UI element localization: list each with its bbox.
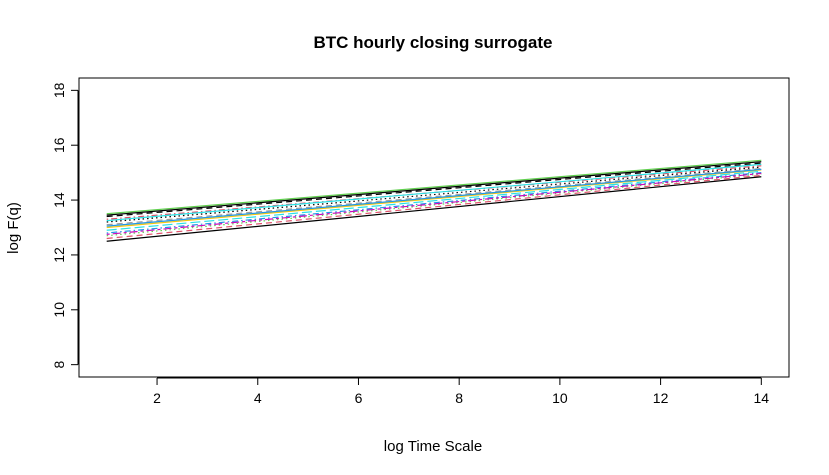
- y-tick-label: 18: [51, 82, 67, 98]
- series-line-3: [106, 173, 762, 237]
- x-tick-label: 12: [653, 390, 669, 406]
- series-line-6: [106, 172, 762, 235]
- y-axis-label: log F(q): [5, 202, 22, 254]
- y-tick-label: 16: [51, 137, 67, 153]
- series-line-15: [106, 161, 762, 216]
- series-line-8: [106, 167, 762, 226]
- plot-frame: [78, 77, 790, 378]
- series-line-11: [106, 168, 762, 227]
- series-line-7: [106, 169, 762, 229]
- x-tick-label: 2: [153, 390, 161, 406]
- x-tick-label: 10: [552, 390, 568, 406]
- series-line-4: [106, 172, 762, 234]
- series-line-14: [106, 159, 762, 215]
- y-tick-label: 14: [51, 192, 67, 208]
- y-axis: 8 10 12 14 16 18: [51, 82, 79, 369]
- y-tick-label: 10: [51, 302, 67, 318]
- series-line-5: [106, 170, 762, 231]
- x-tick-label: 8: [455, 390, 463, 406]
- x-tick-label: 14: [754, 390, 770, 406]
- chart-title: BTC hourly closing surrogate: [314, 33, 553, 52]
- series-line-9: [106, 166, 762, 223]
- x-axis: 2 4 6 8 10 12 14: [153, 377, 770, 406]
- x-tick-label: 6: [355, 390, 363, 406]
- y-tick-label: 8: [51, 361, 67, 369]
- series-line-12: [106, 163, 762, 222]
- x-axis-label: log Time Scale: [384, 438, 482, 455]
- x-tick-label: 4: [254, 390, 262, 406]
- series-line-1: [106, 176, 762, 242]
- series-group: [106, 159, 762, 242]
- series-line-10: [106, 165, 762, 220]
- y-tick-label: 12: [51, 247, 67, 263]
